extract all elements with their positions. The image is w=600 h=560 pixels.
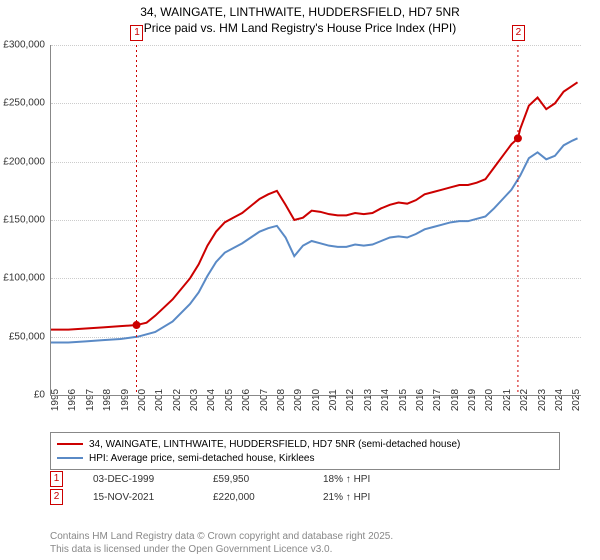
y-tick-label: £250,000 — [3, 98, 45, 109]
legend: 34, WAINGATE, LINTHWAITE, HUDDERSFIELD, … — [50, 432, 560, 470]
chart-title: 34, WAINGATE, LINTHWAITE, HUDDERSFIELD, … — [0, 0, 600, 36]
txn-price: £220,000 — [213, 492, 293, 503]
legend-swatch-1 — [57, 443, 83, 445]
plot-area: 12 — [50, 45, 581, 396]
table-row: 2 15-NOV-2021 £220,000 21% ↑ HPI — [50, 488, 370, 506]
txn-marker-box: 2 — [512, 25, 525, 41]
txn-marker-1: 1 — [50, 471, 63, 487]
table-row: 1 03-DEC-1999 £59,950 18% ↑ HPI — [50, 470, 370, 488]
legend-item-2: HPI: Average price, semi-detached house,… — [57, 451, 553, 465]
chart-container: 34, WAINGATE, LINTHWAITE, HUDDERSFIELD, … — [0, 0, 600, 560]
txn-dot — [514, 134, 522, 142]
y-tick-label: £50,000 — [9, 331, 45, 342]
attrib-line-1: Contains HM Land Registry data © Crown c… — [50, 530, 393, 543]
txn-date: 15-NOV-2021 — [93, 492, 183, 503]
legend-label-2: HPI: Average price, semi-detached house,… — [89, 453, 315, 464]
y-tick-label: £200,000 — [3, 156, 45, 167]
legend-swatch-2 — [57, 457, 83, 459]
attribution: Contains HM Land Registry data © Crown c… — [50, 530, 393, 556]
y-tick-label: £100,000 — [3, 273, 45, 284]
txn-price: £59,950 — [213, 474, 293, 485]
legend-item-1: 34, WAINGATE, LINTHWAITE, HUDDERSFIELD, … — [57, 437, 553, 451]
txn-marker-2: 2 — [50, 489, 63, 505]
txn-date: 03-DEC-1999 — [93, 474, 183, 485]
title-subtitle: Price paid vs. HM Land Registry's House … — [0, 21, 600, 37]
legend-label-1: 34, WAINGATE, LINTHWAITE, HUDDERSFIELD, … — [89, 439, 460, 450]
y-tick-label: £0 — [34, 390, 45, 401]
txn-marker-box: 1 — [130, 25, 143, 41]
plot-svg — [51, 45, 581, 395]
series-price-paid — [51, 82, 578, 329]
txn-dot — [132, 321, 140, 329]
txn-diff: 21% ↑ HPI — [323, 492, 370, 503]
title-address: 34, WAINGATE, LINTHWAITE, HUDDERSFIELD, … — [0, 5, 600, 21]
txn-diff: 18% ↑ HPI — [323, 474, 370, 485]
series-hpi — [51, 138, 578, 342]
y-tick-label: £300,000 — [3, 40, 45, 51]
transaction-table: 1 03-DEC-1999 £59,950 18% ↑ HPI 2 15-NOV… — [50, 470, 370, 506]
y-tick-label: £150,000 — [3, 215, 45, 226]
attrib-line-2: This data is licensed under the Open Gov… — [50, 543, 393, 556]
